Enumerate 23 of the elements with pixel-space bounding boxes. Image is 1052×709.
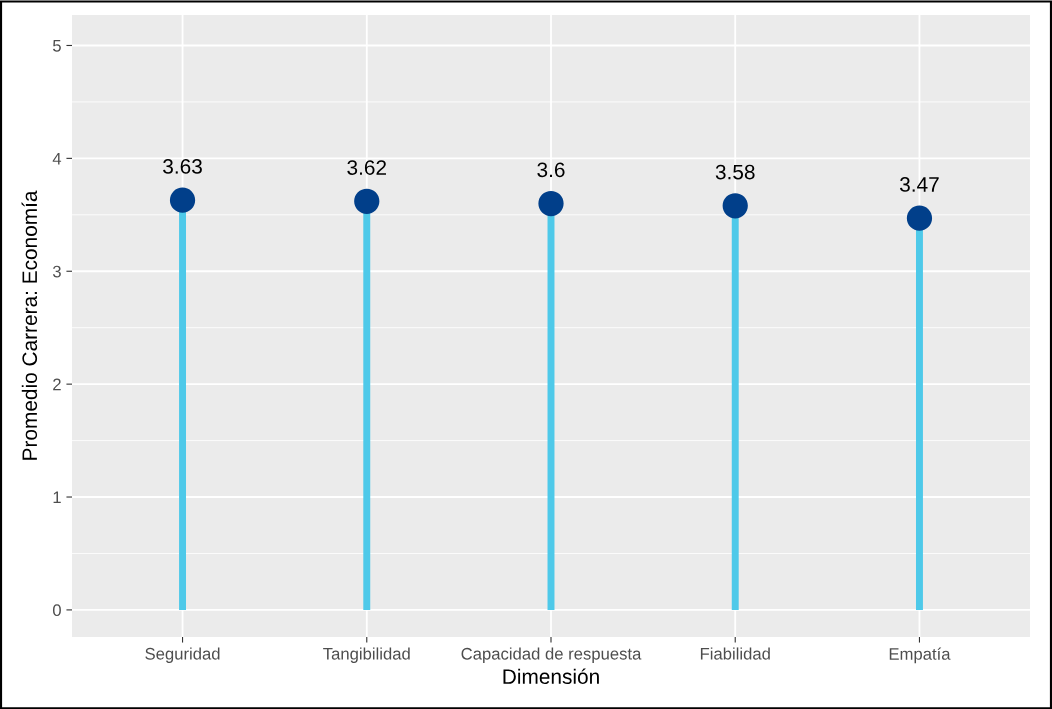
y-tick-label: 4 [52, 152, 62, 165]
x-axis-title: Dimensión [503, 668, 599, 685]
y-axis-title: Promedio Carrera: Economía [21, 190, 38, 460]
data-label: 3.62 [347, 160, 386, 175]
point [169, 187, 196, 213]
data-label: 3.58 [715, 164, 755, 180]
x-tick-label: Tangibilidad [323, 647, 410, 663]
x-tick-label: Empatía [889, 647, 951, 664]
point [538, 190, 564, 217]
y-tick-label: 5 [52, 40, 61, 52]
data-label: 3.47 [899, 177, 939, 192]
point [722, 193, 748, 219]
x-tick-label: Capacidad de respuesta [461, 647, 642, 663]
y-tick-label: 1 [53, 491, 61, 504]
y-tick-label: 2 [53, 378, 61, 391]
y-tick-label: 3 [52, 265, 61, 278]
x-tick-label: Fiabilidad [700, 647, 770, 660]
point [354, 188, 380, 214]
point [906, 205, 933, 231]
data-label: 3.63 [163, 159, 202, 174]
data-label: 3.6 [537, 162, 565, 178]
y-tick-label: 0 [52, 604, 61, 617]
x-tick-label: Seguridad [145, 647, 220, 663]
